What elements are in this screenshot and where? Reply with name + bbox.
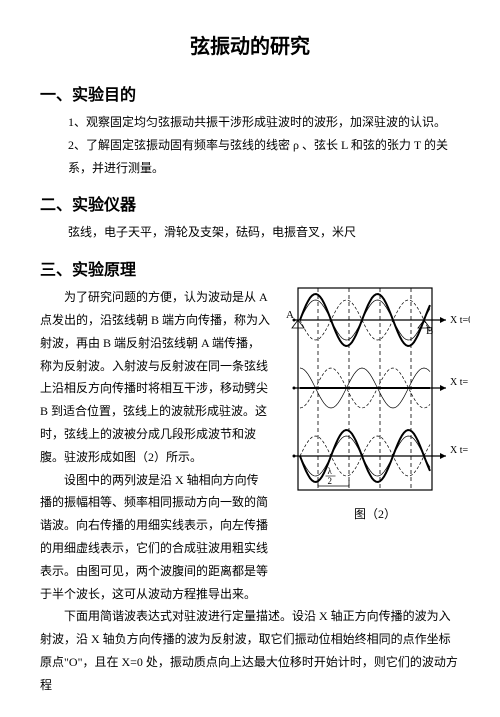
- svg-text:B: B: [426, 325, 433, 337]
- section-1-heading: 一、实验目的: [40, 81, 460, 105]
- sec1-item-2: 2、了解固定弦振动固有频率与弦线的线密 ρ 、弦长 L 和弦的张力 T 的关系，…: [68, 134, 460, 180]
- section-3-heading: 三、实验原理: [40, 256, 460, 280]
- figure-2-box: X t=0X t=T4X t=T2ABλ2 图（2）: [280, 286, 470, 522]
- figure-2-caption: 图（2）: [280, 505, 470, 522]
- section-2-heading: 二、实验仪器: [40, 191, 460, 215]
- standing-wave-figure: X t=0X t=T4X t=T2ABλ2: [280, 286, 470, 496]
- sec1-item-1: 1、观察固定均匀弦振动共振干涉形成驻波时的波形，加深驻波的认识。: [68, 111, 460, 134]
- svg-text:2: 2: [328, 476, 333, 486]
- sec3-para-2: 设图中的两列波是沿 X 轴相向方向传播的振幅相等、频率相同振动方向一致的简谐波。…: [40, 469, 270, 606]
- svg-text:X t=: X t=: [450, 445, 469, 456]
- sec3-para-3: 下面用简谐波表达式对驻波进行定量描述。设沿 X 轴正方向传播的波为入射波，沿 X…: [40, 605, 460, 696]
- sec3-para-1: 为了研究问题的方便，认为波动是从 A 点发出的，沿弦线朝 B 端方向传播，称为入…: [40, 286, 270, 468]
- sec2-text: 弦线，电子天平，滑轮及支架，砝码，电振音叉，米尺: [68, 221, 460, 244]
- principle-wrap: X t=0X t=T4X t=T2ABλ2 图（2） 为了研究问题的方便，认为波…: [40, 286, 460, 605]
- page: 弦振动的研究 一、实验目的 1、观察固定均匀弦振动共振干涉形成驻波时的波形，加深…: [0, 0, 500, 717]
- svg-text:X t=0: X t=0: [450, 315, 470, 326]
- svg-text:λ: λ: [328, 466, 333, 476]
- doc-title: 弦振动的研究: [40, 30, 460, 59]
- svg-text:X t=: X t=: [450, 377, 469, 388]
